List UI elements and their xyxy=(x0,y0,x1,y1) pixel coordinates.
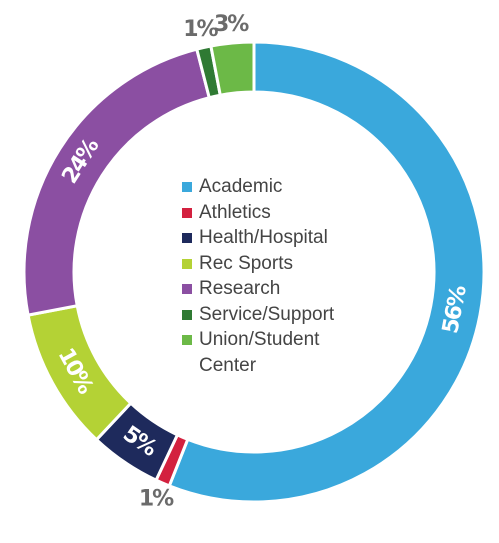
legend-swatch xyxy=(182,258,192,269)
legend-swatch xyxy=(182,207,192,218)
legend-swatch xyxy=(182,335,192,345)
data-label: 1% xyxy=(139,487,174,512)
donut-slice xyxy=(209,40,256,97)
legend-swatch xyxy=(182,182,192,192)
legend-item: Research xyxy=(182,276,382,302)
legend-item: Athletics xyxy=(182,200,382,226)
legend-swatch xyxy=(182,233,192,243)
legend-item: Service/Support xyxy=(182,302,382,328)
donut-slice xyxy=(167,40,486,504)
legend-label: Rec Sports xyxy=(199,252,293,274)
legend-label: Service/Support xyxy=(199,303,335,325)
legend-label: Athletics xyxy=(199,201,271,223)
data-label: 3% xyxy=(214,12,249,37)
legend-label: Research xyxy=(199,278,281,299)
legend: Academic Athletics Health/Hospital Rec Spor… xyxy=(182,174,382,378)
legend-item: Rec Sports xyxy=(182,251,382,277)
legend-swatch xyxy=(182,309,192,320)
legend-swatch xyxy=(182,284,192,294)
legend-item: Academic xyxy=(182,174,382,200)
legend-item: Health/Hospital xyxy=(182,225,382,251)
legend-label: Academic xyxy=(199,176,283,197)
data-label: 1% xyxy=(183,17,218,42)
legend-label: Health/Hospital xyxy=(199,227,328,248)
legend-label: Union/Student Center xyxy=(199,329,320,376)
legend-item: Union/Student Center xyxy=(182,327,382,378)
